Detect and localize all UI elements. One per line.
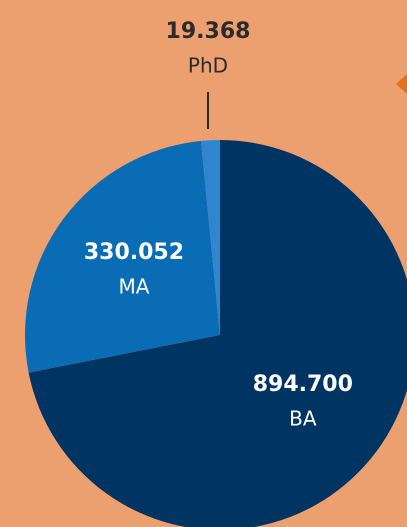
pie-slice xyxy=(200,140,220,335)
pie-slice xyxy=(28,140,407,527)
value-label: 330.052 xyxy=(84,240,184,265)
pie-slice xyxy=(24,140,220,373)
decorative-arrow xyxy=(396,74,407,94)
category-label: PhD xyxy=(188,54,228,78)
value-label: 19.368 xyxy=(166,19,251,44)
category-label: MA xyxy=(118,274,149,298)
category-label: BA xyxy=(289,407,317,431)
value-label: 894.700 xyxy=(253,372,353,397)
